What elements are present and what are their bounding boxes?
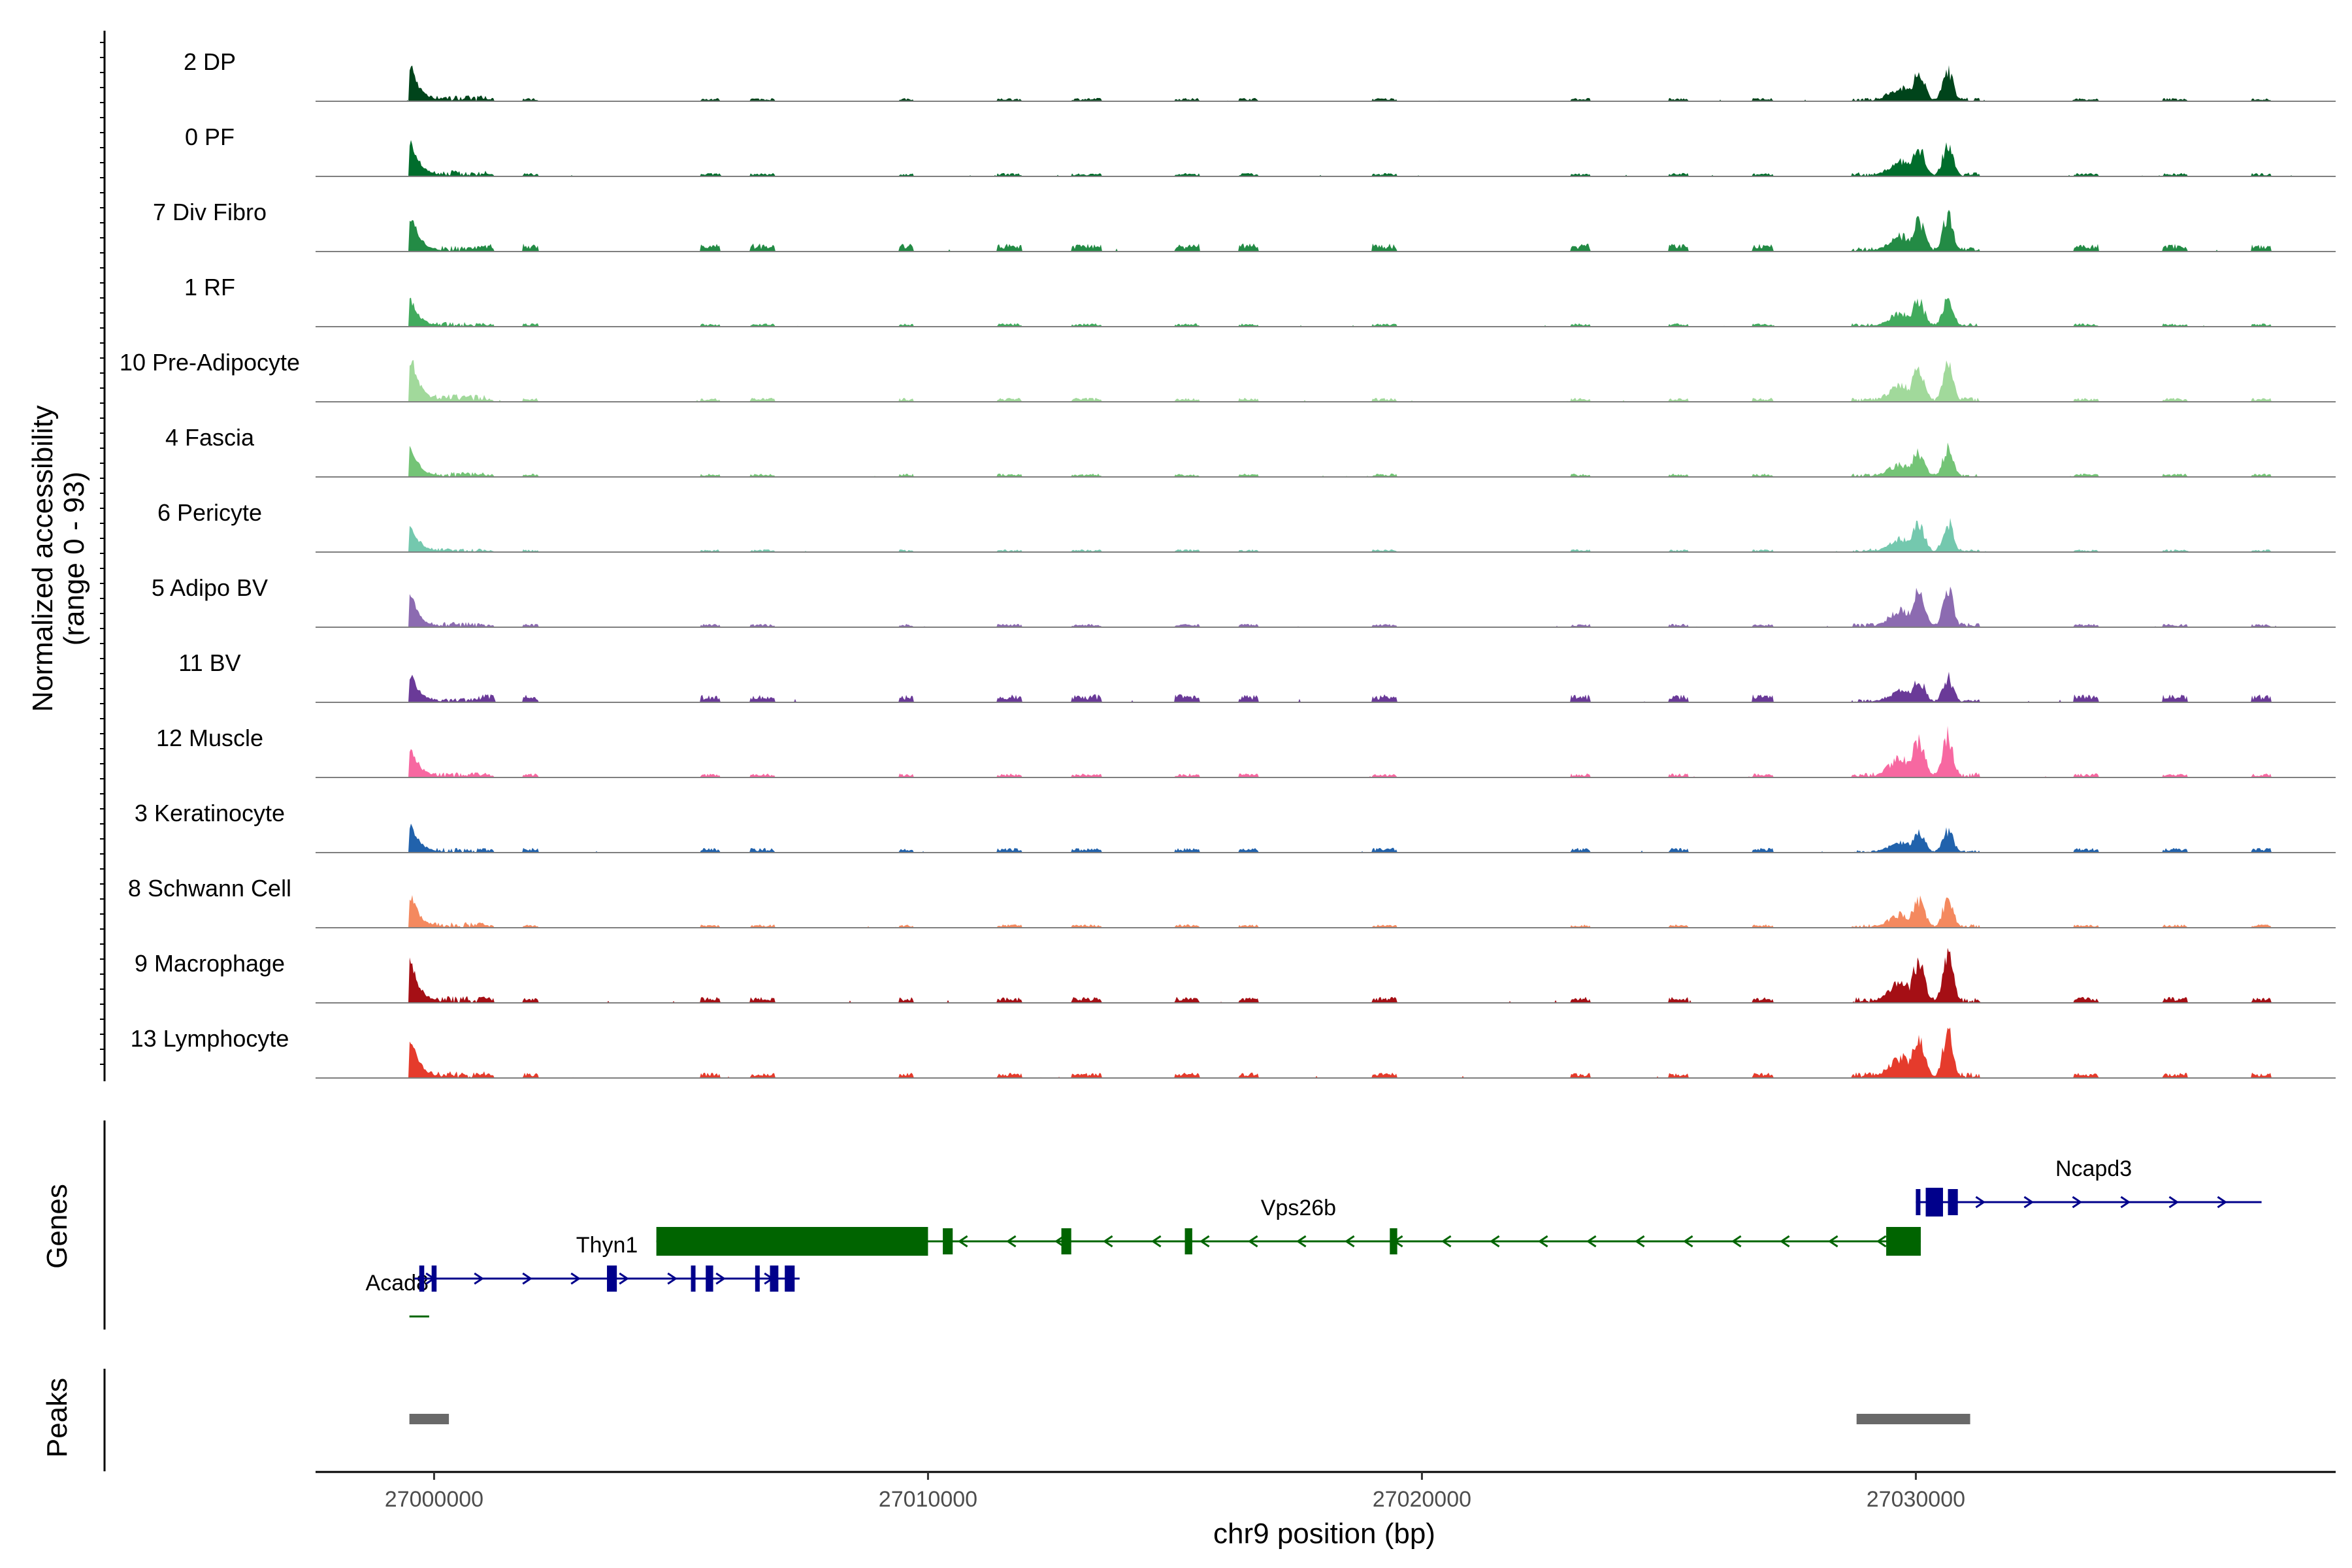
coverage-area-4-fascia xyxy=(407,442,2312,477)
strand-arrow xyxy=(2120,1196,2131,1209)
track-label-6-pericyte: 6 Pericyte xyxy=(157,499,262,526)
genes-panel-label: Genes xyxy=(41,1184,73,1269)
y-axis-label: Normalized accessibility xyxy=(27,405,59,711)
track-label-13-lymphocyte: 13 Lymphocyte xyxy=(131,1025,289,1052)
strand-arrow xyxy=(522,1272,532,1285)
coverage-tracks: 2 DP 0 PF 7 Div Fibro 1 RF 10 Pre-Adipocyte 4… xyxy=(120,48,2336,1079)
peak-bar xyxy=(409,1414,449,1424)
peak-bar xyxy=(1856,1414,1970,1424)
track-label-3-keratinocyte: 3 Keratinocyte xyxy=(135,800,285,826)
exon-thyn1 xyxy=(770,1266,779,1292)
exon-thyn1 xyxy=(755,1266,760,1292)
strand-arrow xyxy=(1586,1235,1597,1248)
x-tick-label: 27020000 xyxy=(1373,1487,1471,1512)
gene-annotation-panel: Acad8 Thyn1 Vps26b Ncapd3 xyxy=(366,1156,2262,1318)
strand-arrow xyxy=(1344,1235,1355,1248)
strand-arrow xyxy=(1779,1235,1790,1248)
left-axis-group xyxy=(100,31,106,1471)
coverage-area-7-div-fibro xyxy=(407,210,2312,252)
strand-arrow xyxy=(715,1272,726,1285)
strand-arrow xyxy=(2023,1196,2034,1209)
peaks-panel-label: Peaks xyxy=(41,1378,73,1458)
strand-arrow xyxy=(1876,1235,1887,1248)
exon-thyn1 xyxy=(607,1266,617,1292)
strand-arrow xyxy=(1489,1235,1500,1248)
x-tick-label: 27010000 xyxy=(879,1487,977,1512)
strand-arrow xyxy=(667,1272,678,1285)
x-tick-label: 27000000 xyxy=(385,1487,483,1512)
track-label-5-adipo-bv: 5 Adipo BV xyxy=(152,574,268,601)
coverage-area-10-pre-adipocyte xyxy=(407,360,2312,402)
coverage-area-2-dp xyxy=(407,65,2312,101)
exon-ncapd3 xyxy=(1948,1189,1958,1215)
gene-label-thyn1: Thyn1 xyxy=(576,1233,638,1258)
track-label-2-dp: 2 DP xyxy=(184,48,236,75)
coverage-area-1-rf xyxy=(407,297,2312,327)
track-label-12-muscle: 12 Muscle xyxy=(156,725,263,751)
gene-label-ncapd3: Ncapd3 xyxy=(2055,1156,2132,1181)
strand-arrow xyxy=(957,1235,968,1248)
strand-arrow xyxy=(1975,1196,1986,1209)
exon-ncapd3 xyxy=(1916,1189,1921,1215)
exon-vps26b xyxy=(1390,1228,1397,1254)
x-axis: 27000000 27010000 27020000 27030000 xyxy=(316,1471,2336,1512)
strand-arrow xyxy=(619,1272,629,1285)
track-label-8-schwann-cell: 8 Schwann Cell xyxy=(128,875,291,902)
track-label-1-rf: 1 RF xyxy=(184,274,235,301)
exon-thyn1 xyxy=(706,1266,713,1292)
gene-label-vps26b: Vps26b xyxy=(1261,1196,1336,1220)
strand-arrow xyxy=(1731,1235,1742,1248)
exon-thyn1 xyxy=(785,1266,795,1292)
strand-arrow xyxy=(1005,1235,1017,1248)
strand-arrow xyxy=(1827,1235,1838,1248)
track-label-11-bv: 11 BV xyxy=(178,649,240,676)
coverage-area-6-pericyte xyxy=(407,517,2312,552)
track-label-9-macrophage: 9 Macrophage xyxy=(135,950,285,977)
coverage-area-13-lymphocyte xyxy=(407,1027,2312,1078)
strand-arrow xyxy=(1634,1235,1645,1248)
gene-label-acad8: Acad8 xyxy=(366,1271,429,1296)
strand-arrow xyxy=(1537,1235,1548,1248)
coverage-area-3-keratinocyte xyxy=(407,823,2312,853)
strand-arrow xyxy=(1247,1235,1258,1248)
exon-thyn1 xyxy=(431,1266,437,1292)
coverage-area-5-adipo-bv xyxy=(407,586,2312,627)
strand-arrow xyxy=(570,1272,581,1285)
y-axis-label-range: (range 0 - 93) xyxy=(58,472,90,646)
strand-arrow xyxy=(474,1272,484,1285)
strand-arrow xyxy=(2217,1196,2228,1209)
track-label-0-pf: 0 PF xyxy=(185,123,235,150)
exon-ncapd3 xyxy=(1925,1188,1943,1217)
strand-arrow xyxy=(2072,1196,2083,1209)
exon-vps26b xyxy=(656,1227,928,1256)
track-label-4-fascia: 4 Fascia xyxy=(165,424,255,451)
x-tick-label: 27030000 xyxy=(1867,1487,1965,1512)
strand-arrow xyxy=(1441,1235,1452,1248)
exon-thyn1 xyxy=(419,1266,425,1292)
coverage-area-11-bv xyxy=(407,672,2312,702)
strand-arrow xyxy=(2168,1196,2180,1209)
peak-panel xyxy=(409,1414,1970,1424)
strand-arrow xyxy=(1102,1235,1113,1248)
exon-thyn1 xyxy=(691,1266,696,1292)
strand-arrow xyxy=(1296,1235,1307,1248)
strand-arrow xyxy=(1199,1235,1210,1248)
coverage-area-0-pf xyxy=(407,140,2312,176)
exon-vps26b xyxy=(1184,1228,1192,1254)
coverage-area-9-macrophage xyxy=(407,947,2312,1003)
coverage-area-8-schwann-cell xyxy=(407,895,2312,928)
exon-vps26b xyxy=(1061,1228,1071,1254)
strand-arrow xyxy=(1682,1235,1693,1248)
exon-vps26b xyxy=(943,1228,953,1254)
strand-arrow xyxy=(1151,1235,1162,1248)
track-label-7-div-fibro: 7 Div Fibro xyxy=(153,199,267,225)
coverage-area-12-muscle xyxy=(407,725,2312,777)
x-axis-label: chr9 position (bp) xyxy=(1213,1518,1435,1550)
exon-vps26b xyxy=(1886,1227,1921,1256)
track-label-10-pre-adipocyte: 10 Pre-Adipocyte xyxy=(120,349,300,376)
